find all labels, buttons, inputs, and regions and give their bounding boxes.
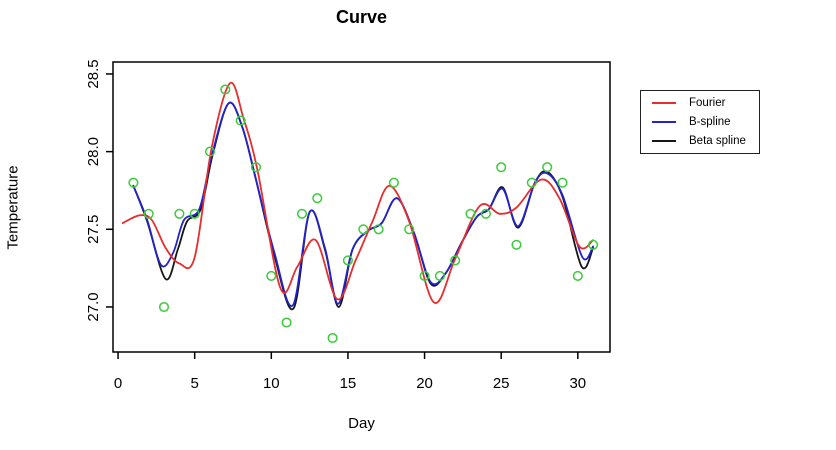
data-point <box>342 255 353 266</box>
data-point <box>189 208 200 219</box>
data-point <box>557 177 568 188</box>
y-tick-label: 27.5 <box>85 215 102 244</box>
legend-label-bspline: B-spline <box>689 115 731 128</box>
x-tick-label: 10 <box>263 375 280 392</box>
data-point <box>204 146 216 157</box>
data-point <box>496 162 507 173</box>
legend-label-fourier: Fourier <box>689 96 726 109</box>
legend-item-fourier: Fourier <box>652 97 759 110</box>
bspline-line-swatch <box>652 121 676 123</box>
curve-b-spline <box>132 101 594 307</box>
chart-title: Curve <box>335 7 388 27</box>
x-tick-label: 0 <box>114 375 122 392</box>
x-tick-label: 15 <box>340 375 357 392</box>
data-point <box>128 177 139 188</box>
y-axis-label: Temperature <box>4 165 22 250</box>
legend-label-betaspline: Beta spline <box>689 134 746 147</box>
data-point <box>542 162 553 173</box>
x-tick-label: 5 <box>191 375 199 392</box>
x-axis-label: Day <box>348 415 375 432</box>
data-point <box>312 193 323 204</box>
data-point <box>281 317 292 328</box>
x-tick-label: 30 <box>569 375 586 392</box>
y-tick-label: 27.0 <box>85 292 102 321</box>
data-point <box>450 255 461 266</box>
data-point <box>404 224 415 235</box>
data-point <box>327 332 338 344</box>
x-tick-label: 20 <box>416 375 433 392</box>
data-point <box>526 177 537 188</box>
data-point <box>465 208 476 219</box>
data-point <box>588 239 599 250</box>
data-point <box>143 208 154 219</box>
data-point <box>158 301 170 313</box>
y-tick-label: 28.0 <box>85 137 102 166</box>
betaspline-line-swatch <box>652 140 676 142</box>
data-point <box>480 208 491 219</box>
plot-box <box>112 61 611 353</box>
x-tick-label: 25 <box>493 375 510 392</box>
data-point <box>220 84 231 95</box>
y-tick-label: 28.5 <box>85 59 102 88</box>
data-point <box>266 270 277 281</box>
data-point <box>174 208 185 219</box>
data-point <box>572 270 583 281</box>
legend: Fourier B-spline Beta spline <box>640 90 760 154</box>
legend-item-betaspline: Beta spline <box>652 135 759 148</box>
data-point <box>388 177 399 188</box>
data-point <box>419 270 430 281</box>
data-point <box>511 239 522 250</box>
legend-item-bspline: B-spline <box>652 116 759 129</box>
data-point <box>434 270 445 281</box>
data-point <box>296 208 308 219</box>
curve-fourier <box>121 81 594 304</box>
data-point <box>373 224 384 235</box>
data-point <box>358 224 369 235</box>
data-point <box>250 162 262 173</box>
data-point <box>235 115 246 126</box>
fourier-line-swatch <box>652 102 676 104</box>
